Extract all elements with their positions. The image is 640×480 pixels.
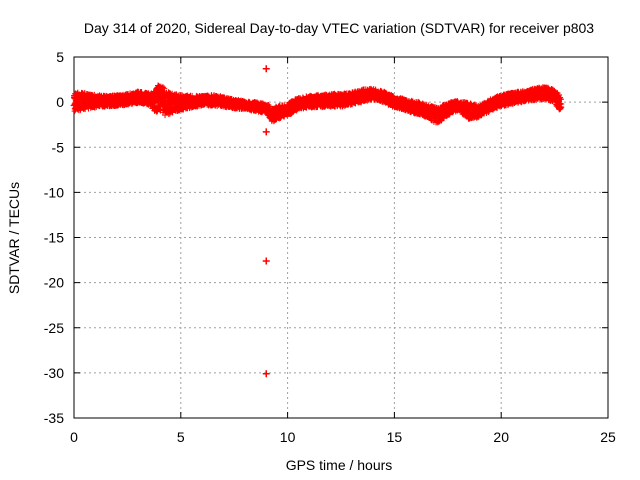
y-tick-label: -15 xyxy=(44,230,64,246)
x-tick-label: 5 xyxy=(177,429,185,445)
x-tick-label: 20 xyxy=(493,429,509,445)
y-tick-label: -10 xyxy=(44,184,64,200)
y-tick-label: -35 xyxy=(44,410,64,426)
y-tick-label: -5 xyxy=(52,139,65,155)
x-tick-label: 25 xyxy=(600,429,616,445)
y-tick-label: 5 xyxy=(56,49,64,65)
data-points xyxy=(70,65,565,378)
data-point xyxy=(160,84,167,91)
x-tick-label: 15 xyxy=(387,429,403,445)
x-tick-label: 10 xyxy=(280,429,296,445)
y-tick-label: -20 xyxy=(44,275,64,291)
x-axis: 0 5 10 15 20 25 xyxy=(70,57,616,445)
y-axis: 5 0 -5 -10 -15 -20 -25 -30 -35 xyxy=(44,49,608,426)
x-tick-label: 0 xyxy=(70,429,78,445)
data-band xyxy=(70,82,565,126)
y-tick-label: -25 xyxy=(44,320,64,336)
chart-title: Day 314 of 2020, Sidereal Day-to-day VTE… xyxy=(84,20,594,36)
y-tick-label: 0 xyxy=(56,94,64,110)
y-tick-label: -30 xyxy=(44,365,64,381)
